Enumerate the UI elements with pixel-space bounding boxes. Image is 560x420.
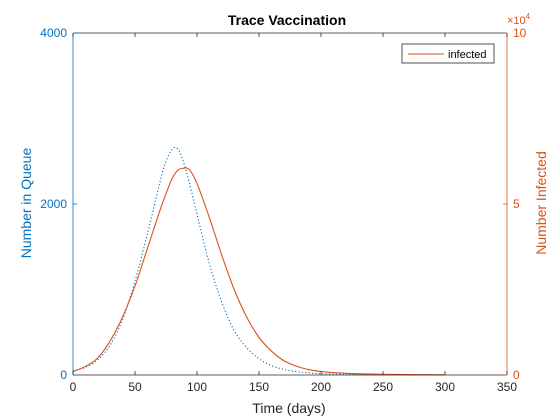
right-y-tick-label: 5 bbox=[513, 197, 520, 211]
x-tick-label: 150 bbox=[249, 380, 269, 394]
curves bbox=[72, 146, 446, 376]
left-y-axis-label: Number in Queue bbox=[18, 148, 34, 259]
right-y-tick-label: 0 bbox=[513, 368, 520, 382]
x-tick-label: 300 bbox=[435, 380, 455, 394]
x-tick-label: 50 bbox=[128, 380, 142, 394]
x-tick-label: 250 bbox=[373, 380, 393, 394]
legend: infected bbox=[401, 43, 495, 64]
x-tick-label: 100 bbox=[187, 380, 207, 394]
left-y-tick-label: 4000 bbox=[40, 26, 67, 40]
right-y-tick-label: 10 bbox=[513, 26, 527, 40]
right-y-axis-ticks: 0 5 10 bbox=[503, 26, 527, 382]
left-y-tick-label: 0 bbox=[60, 368, 67, 382]
x-tick-label: 0 bbox=[70, 380, 77, 394]
left-y-tick-label: 2000 bbox=[40, 197, 67, 211]
plot-area bbox=[73, 33, 507, 375]
legend-entry-infected: infected bbox=[448, 49, 487, 61]
series-line-infected bbox=[72, 167, 446, 376]
x-axis-ticks: 0 50 100 150 200 250 300 350 bbox=[70, 33, 517, 394]
x-tick-label: 350 bbox=[497, 380, 517, 394]
left-y-axis-ticks: 0 2000 4000 bbox=[40, 26, 77, 382]
legend-box bbox=[401, 43, 495, 64]
right-axis-exponent: ×104 bbox=[507, 12, 531, 27]
x-tick-label: 200 bbox=[311, 380, 331, 394]
chart-title: Trace Vaccination bbox=[228, 12, 346, 28]
x-axis-label: Time (days) bbox=[252, 400, 325, 416]
right-y-axis-label: Number Infected bbox=[533, 151, 549, 255]
series-line-queue bbox=[72, 146, 446, 376]
